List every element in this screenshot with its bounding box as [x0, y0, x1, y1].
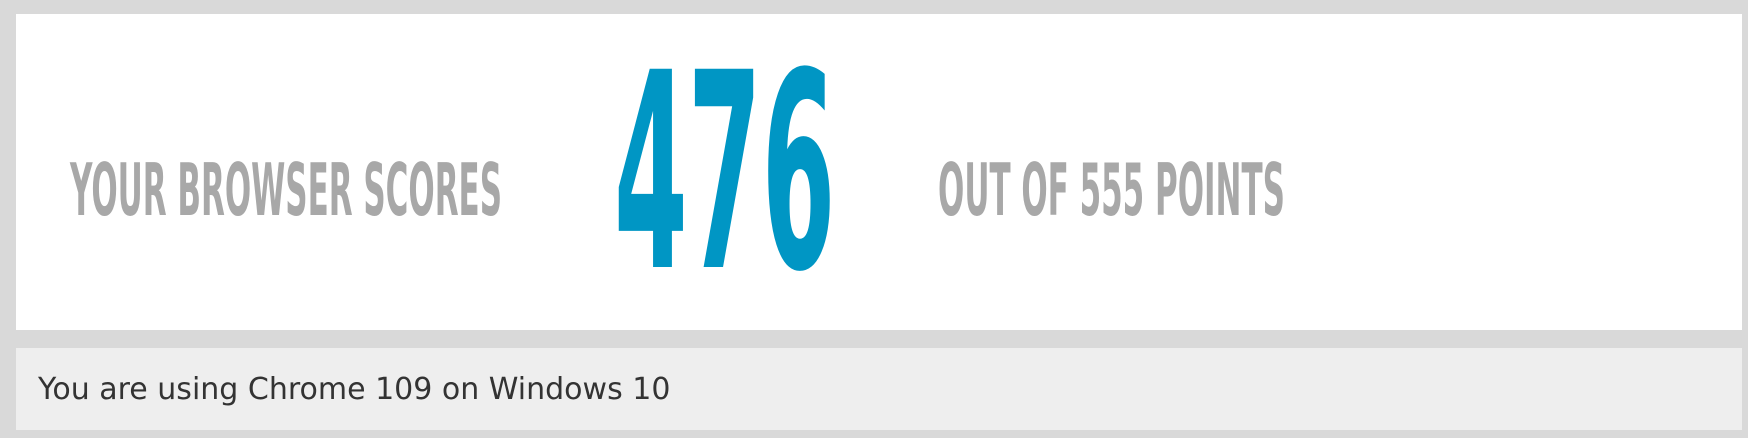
browser-info-text: You are using Chrome 109 on Windows 10: [38, 371, 671, 407]
score-prefix-label: YOUR BROWSER SCORES: [70, 152, 590, 228]
score-prefix-text: YOUR BROWSER SCORES: [70, 148, 502, 232]
score-line: YOUR BROWSER SCORES 476 OUT OF 555 POINT…: [16, 14, 1742, 330]
score-value-text: 476: [614, 16, 836, 330]
score-panel: YOUR BROWSER SCORES 476 OUT OF 555 POINT…: [16, 14, 1742, 330]
score-suffix-label: OUT OF 555 POINTS: [938, 152, 1368, 228]
score-suffix-text: OUT OF 555 POINTS: [938, 148, 1285, 232]
browser-info-panel: You are using Chrome 109 on Windows 10: [16, 348, 1742, 430]
score-value: 476: [614, 38, 934, 310]
